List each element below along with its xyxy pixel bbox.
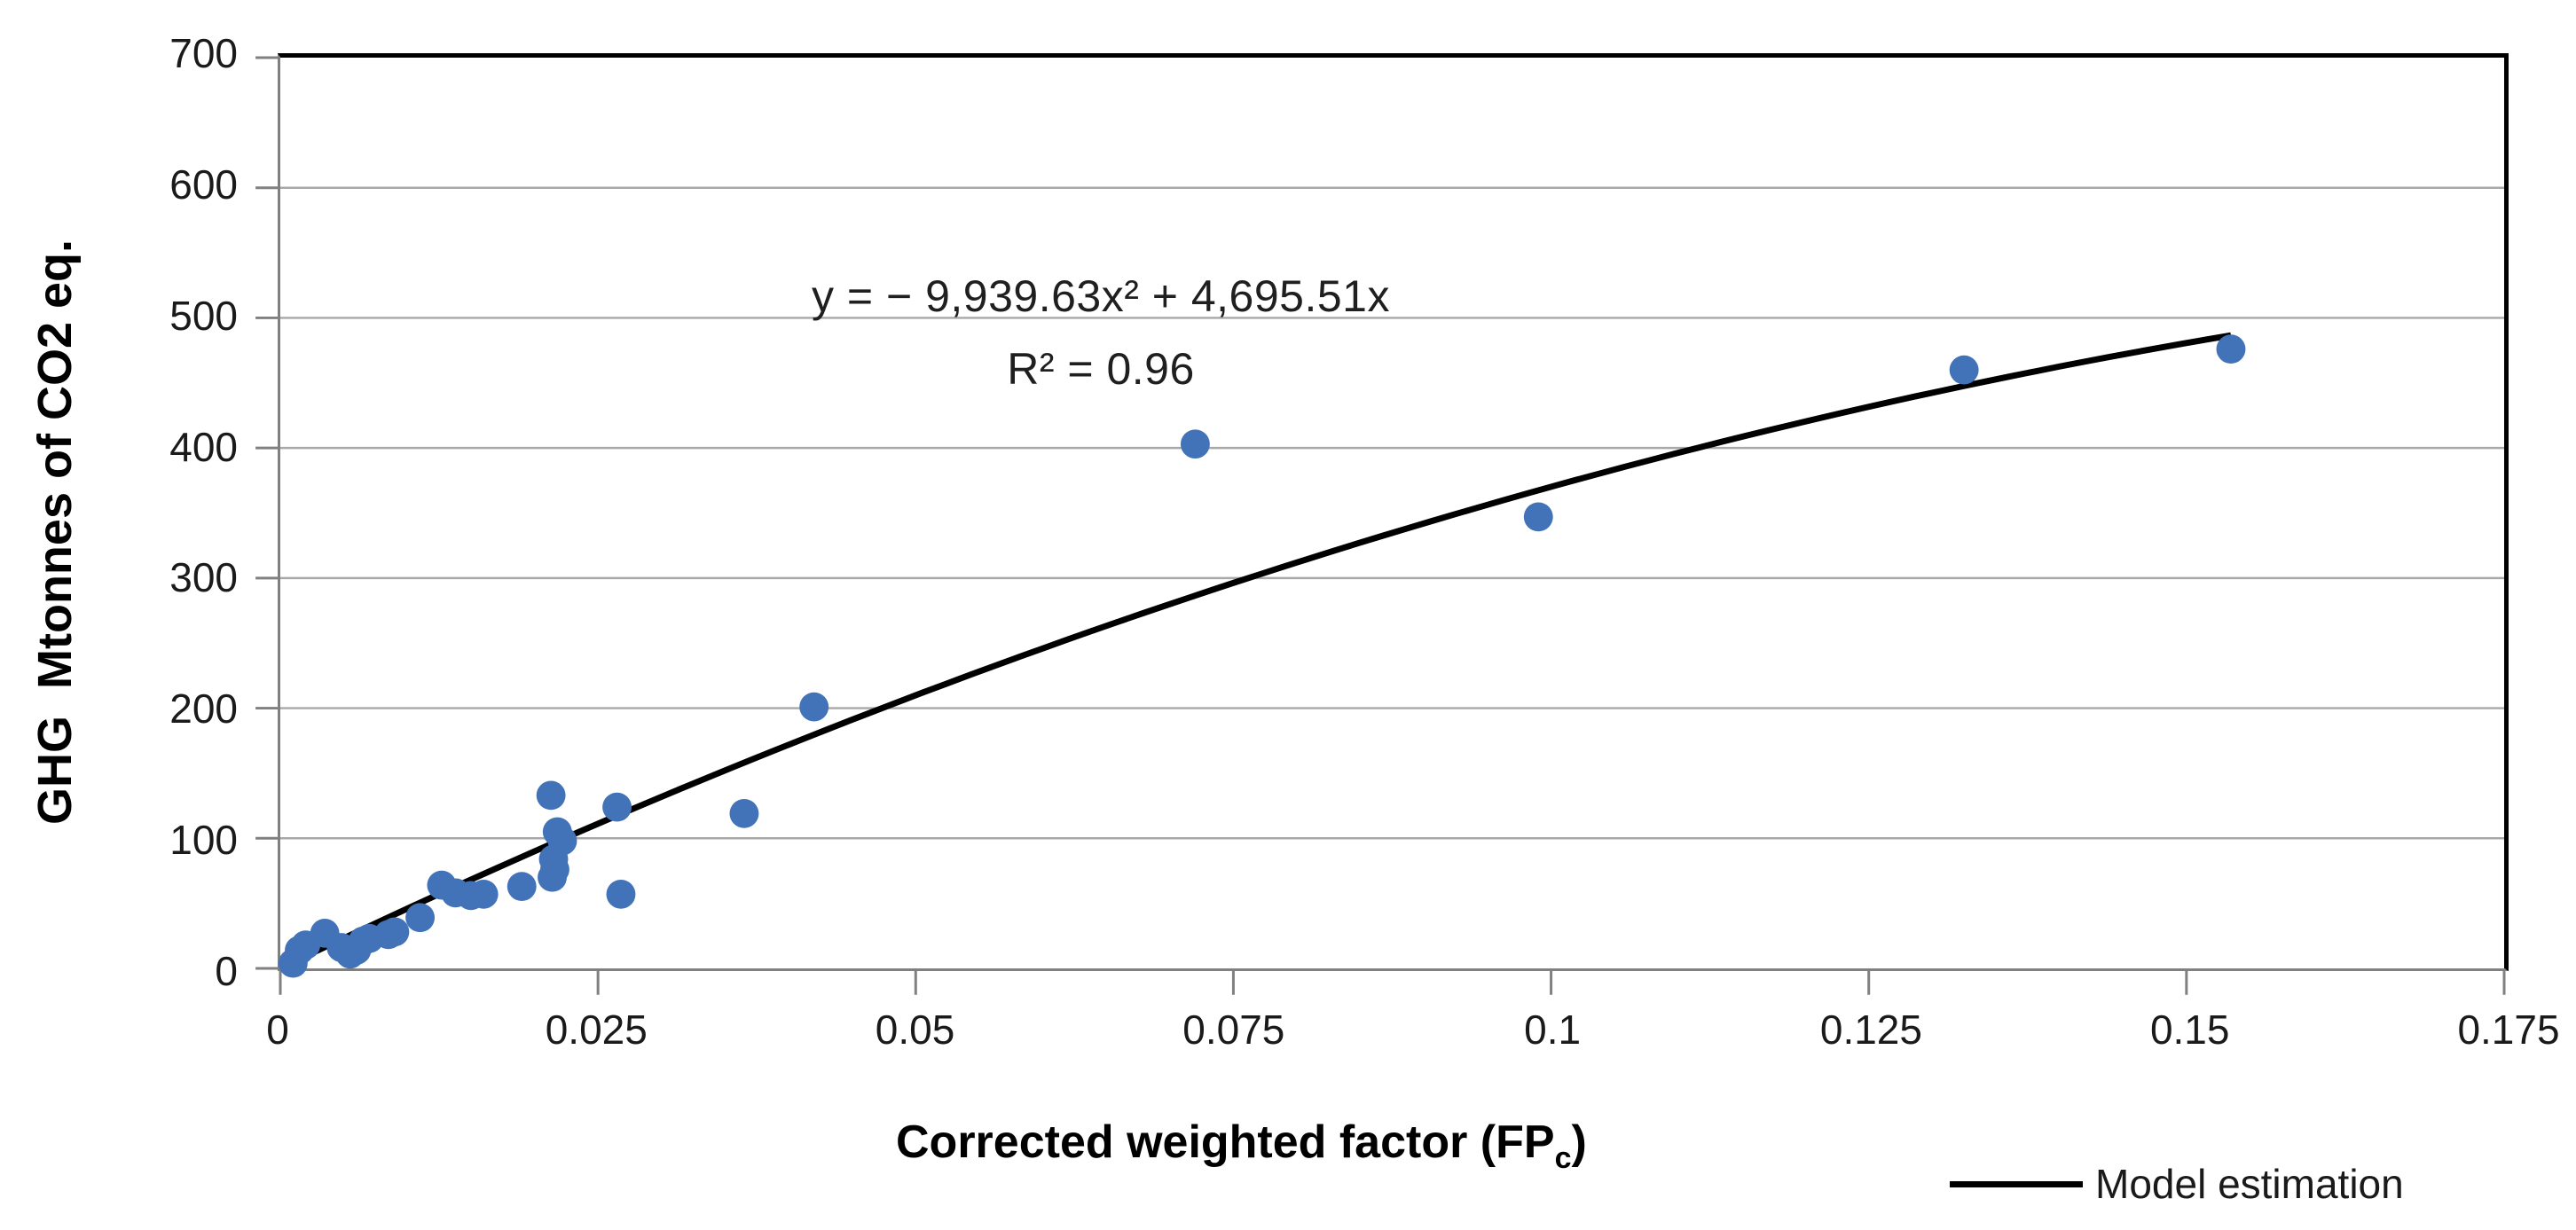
y-tick-label: 400 xyxy=(169,423,238,470)
x-axis-title-text: Corrected weighted factor (FP xyxy=(896,1116,1555,1168)
x-tick-label: 0.175 xyxy=(2457,1007,2560,1053)
data-point xyxy=(380,917,410,947)
y-tick-label: 0 xyxy=(215,948,238,994)
legend-line-swatch xyxy=(1950,1180,2083,1187)
x-tick-label: 0.075 xyxy=(1182,1007,1285,1053)
y-tick-label: 600 xyxy=(169,161,238,208)
data-point xyxy=(1949,355,1979,385)
y-tick-label: 700 xyxy=(169,30,238,76)
y-tick-label: 300 xyxy=(169,554,238,601)
x-axis-title: Corrected weighted factor (FPc) xyxy=(896,1116,1587,1176)
data-point xyxy=(602,792,632,822)
x-tick-label: 0.025 xyxy=(545,1007,648,1053)
data-point xyxy=(2216,334,2246,364)
plot-area: y = − 9,939.63x² + 4,695.51x R² = 0.96 xyxy=(255,53,2509,995)
trendline-equation: y = − 9,939.63x² + 4,695.51x R² = 0.96 xyxy=(742,260,1460,405)
x-axis-title-subscript: c xyxy=(1554,1141,1572,1175)
y-tick-label: 500 xyxy=(169,292,238,339)
x-axis-title-close: ) xyxy=(1571,1116,1587,1168)
r-squared-line: R² = 0.96 xyxy=(1007,344,1195,394)
data-point xyxy=(799,692,829,722)
legend-label: Model estimation xyxy=(2095,1161,2404,1207)
x-tick-label: 0.15 xyxy=(2149,1007,2230,1053)
y-tick-label: 200 xyxy=(169,686,238,733)
y-tick-label: 100 xyxy=(169,817,238,864)
data-point xyxy=(606,879,636,909)
data-point xyxy=(538,862,567,892)
legend: Model estimation xyxy=(1950,1160,2404,1208)
data-point xyxy=(1180,429,1210,459)
x-tick-label: 0 xyxy=(266,1007,289,1053)
data-point xyxy=(468,879,499,909)
plot-svg xyxy=(255,56,2506,995)
x-tick-label: 0.125 xyxy=(1819,1007,1922,1053)
x-tick-label: 0.1 xyxy=(1524,1007,1582,1053)
trendline xyxy=(291,332,2232,966)
equation-line: y = − 9,939.63x² + 4,695.51x xyxy=(812,271,1390,321)
y-axis-title: GHG Mtonnes of CO2 eq. xyxy=(28,239,82,826)
data-point xyxy=(507,872,537,901)
data-point xyxy=(536,780,566,811)
data-point xyxy=(729,798,759,828)
data-point xyxy=(405,903,436,933)
x-tick-label: 0.05 xyxy=(875,1007,955,1053)
data-point xyxy=(1523,502,1553,532)
